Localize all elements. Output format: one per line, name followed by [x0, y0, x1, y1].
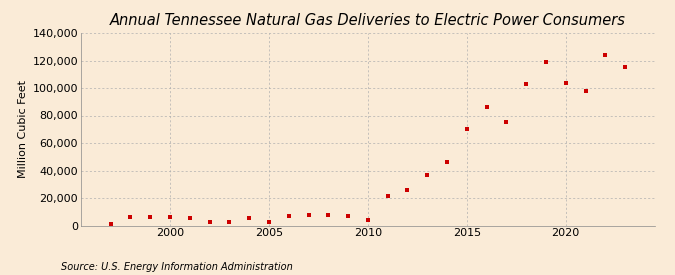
Point [362, 218, 373, 222]
Point [205, 220, 215, 224]
Point [560, 80, 571, 85]
Point [600, 53, 611, 57]
Title: Annual Tennessee Natural Gas Deliveries to Electric Power Consumers: Annual Tennessee Natural Gas Deliveries … [110, 13, 626, 28]
Point [481, 105, 492, 109]
Point [284, 214, 294, 218]
Point [105, 222, 116, 226]
Point [580, 89, 591, 94]
Point [323, 213, 333, 217]
Y-axis label: Million Cubic Feet: Million Cubic Feet [18, 80, 28, 178]
Point [541, 60, 551, 64]
Point [520, 82, 531, 86]
Point [224, 220, 235, 224]
Point [343, 214, 354, 218]
Point [184, 215, 195, 220]
Point [244, 216, 254, 220]
Point [145, 215, 156, 219]
Point [422, 172, 433, 177]
Point [441, 160, 452, 164]
Point [165, 215, 176, 219]
Point [462, 127, 472, 131]
Point [382, 194, 393, 198]
Point [501, 119, 512, 124]
Point [402, 188, 413, 192]
Point [125, 214, 136, 219]
Point [620, 65, 630, 70]
Text: Source: U.S. Energy Information Administration: Source: U.S. Energy Information Administ… [61, 262, 292, 272]
Point [303, 212, 314, 217]
Point [263, 219, 274, 224]
